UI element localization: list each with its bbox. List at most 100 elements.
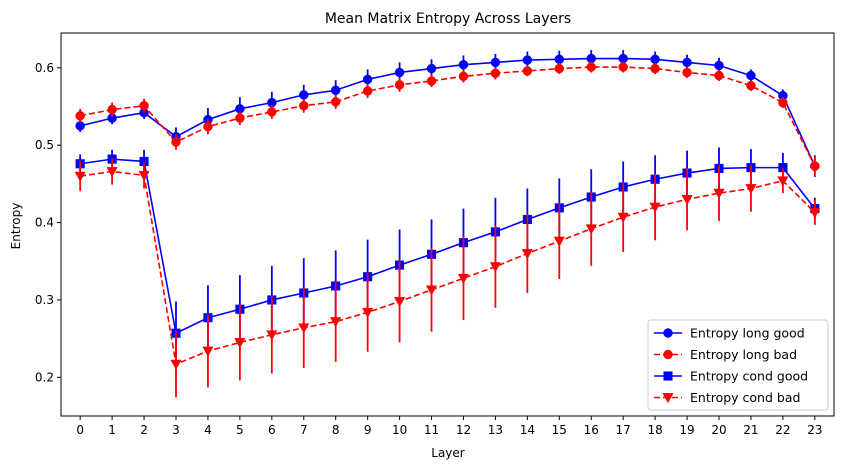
data-point <box>649 202 661 213</box>
x-tick-label: 2 <box>140 423 148 437</box>
data-point <box>746 80 756 91</box>
x-tick-label: 9 <box>364 423 372 437</box>
data-point <box>586 62 596 72</box>
data-point <box>203 121 213 132</box>
data-point <box>554 54 565 65</box>
x-axis-label: Layer <box>431 446 465 460</box>
x-tick-label: 15 <box>552 423 567 437</box>
data-point <box>650 54 660 65</box>
error-bars <box>79 61 816 177</box>
data-point <box>522 66 533 76</box>
series-line <box>80 158 816 335</box>
data-point <box>171 137 181 147</box>
data-point <box>522 55 533 65</box>
data-point <box>714 60 724 71</box>
data-point <box>266 330 278 341</box>
data-point <box>235 113 245 123</box>
data-point <box>490 57 501 68</box>
data-point <box>330 85 341 96</box>
data-point <box>330 97 341 107</box>
x-tick-label: 6 <box>268 423 276 437</box>
data-point <box>777 176 789 187</box>
legend-marker <box>662 393 674 404</box>
data-point <box>138 170 150 182</box>
data-point <box>618 62 628 72</box>
y-tick-label: 0.4 <box>35 216 54 230</box>
data-point <box>202 346 214 357</box>
legend-marker <box>663 328 673 338</box>
data-point <box>394 80 405 90</box>
data-point <box>458 59 469 70</box>
legend-marker <box>663 371 673 381</box>
x-tick-label: 8 <box>332 423 340 437</box>
data-point <box>170 359 182 370</box>
legend-box <box>647 319 829 411</box>
data-point <box>458 71 469 82</box>
y-axis: 0.2 0.3 0.4 0.5 0.6 <box>35 61 61 384</box>
data-point <box>521 249 533 260</box>
x-tick-label: 0 <box>76 423 84 437</box>
x-tick-label: 7 <box>300 423 308 437</box>
data-point <box>714 70 724 81</box>
plot-area <box>74 50 821 398</box>
x-tick-label: 3 <box>172 423 180 437</box>
legend-label: Entropy cond good <box>690 369 808 384</box>
data-point <box>362 86 373 96</box>
data-point <box>299 100 309 111</box>
legend-label: Entropy cond bad <box>690 390 800 405</box>
data-point <box>810 161 820 171</box>
x-tick-label: 10 <box>392 423 407 437</box>
legend-marker <box>663 349 673 360</box>
x-tick-label: 20 <box>711 423 726 437</box>
series-line <box>80 66 816 167</box>
x-tick-label: 1 <box>108 423 116 437</box>
data-point <box>425 285 438 296</box>
x-axis: 0 1 2 3 4 5 6 7 8 9 10 11 12 13 14 15 16 17 18 19 20 21 22 23 <box>76 416 822 437</box>
data-point <box>809 208 821 219</box>
chart-title: Mean Matrix Entropy Across Layers <box>325 11 571 27</box>
x-tick-label: 13 <box>488 423 503 437</box>
x-tick-label: 23 <box>807 423 822 437</box>
series-entropy-cond-bad <box>74 158 821 398</box>
data-point <box>75 111 85 121</box>
plot-frame <box>60 32 835 417</box>
series-line <box>80 170 816 366</box>
data-point <box>746 70 756 81</box>
x-tick-label: 5 <box>236 423 244 437</box>
x-tick-label: 4 <box>204 423 212 437</box>
legend-item: Entropy cond good <box>654 369 808 384</box>
data-point <box>299 90 309 100</box>
y-axis-label: Entropy <box>9 203 23 250</box>
data-point <box>745 184 757 195</box>
data-point <box>554 63 565 74</box>
data-point <box>682 57 692 68</box>
x-tick-label: 18 <box>647 423 662 437</box>
x-tick-label: 11 <box>424 423 439 437</box>
series-line <box>79 57 816 167</box>
series-entropy-long-bad <box>75 61 820 177</box>
data-point <box>393 297 406 308</box>
legend-item: Entropy long bad <box>654 347 797 362</box>
y-tick-label: 0.3 <box>35 293 54 307</box>
x-tick-label: 12 <box>456 423 471 437</box>
x-tick-label: 16 <box>584 423 599 437</box>
data-point <box>107 104 117 115</box>
x-tick-label: 14 <box>520 423 535 437</box>
data-point <box>394 67 405 78</box>
data-point <box>426 76 437 86</box>
x-tick-label: 21 <box>743 423 758 437</box>
data-point <box>490 68 501 78</box>
y-tick-label: 0.5 <box>35 138 54 152</box>
data-point <box>650 63 660 74</box>
data-point <box>778 97 788 108</box>
x-tick-label: 17 <box>616 423 631 437</box>
x-tick-label: 22 <box>775 423 790 437</box>
y-tick-label: 0.2 <box>35 370 54 384</box>
data-point <box>553 236 565 247</box>
data-point <box>617 212 629 223</box>
data-point <box>426 63 437 74</box>
data-point <box>682 67 692 78</box>
y-tick-label: 0.6 <box>35 61 54 75</box>
data-point <box>362 307 374 319</box>
